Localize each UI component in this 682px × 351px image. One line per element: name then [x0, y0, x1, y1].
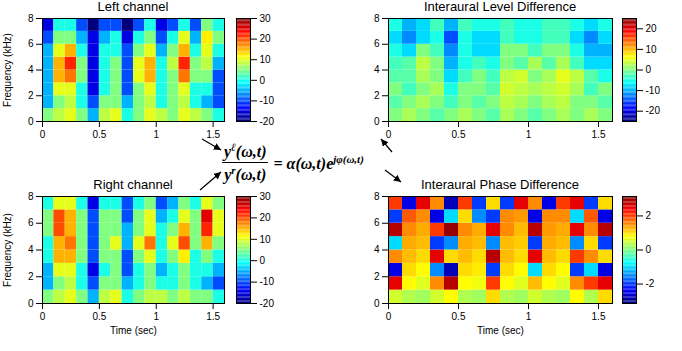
svg-text:0: 0: [260, 75, 266, 86]
svg-text:-20: -20: [646, 105, 661, 116]
svg-text:0: 0: [386, 129, 392, 139]
svg-text:1.5: 1.5: [206, 129, 220, 139]
svg-text:6: 6: [28, 217, 34, 228]
svg-text:0: 0: [646, 64, 652, 75]
svg-text:Frequency (kHz): Frequency (kHz): [2, 213, 13, 287]
svg-text:1.5: 1.5: [592, 311, 606, 322]
html-text:yr(ω,t): yr(ω,t): [224, 164, 267, 184]
svg-text:1.5: 1.5: [206, 311, 220, 322]
svg-text:0: 0: [28, 298, 34, 309]
html-text:= α(ω,t)ejφ(ω,t): = α(ω,t)ejφ(ω,t): [273, 152, 364, 172]
svg-text:2: 2: [374, 271, 380, 282]
html-text:Interaural Level Difference: Interaural Level Difference: [423, 0, 577, 14]
svg-text:10: 10: [260, 234, 272, 245]
svg-text:Time (sec): Time (sec): [110, 325, 157, 336]
svg-text:0: 0: [374, 298, 380, 309]
svg-text:20: 20: [260, 212, 272, 223]
svg-text:0.5: 0.5: [452, 311, 466, 322]
svg-text:1: 1: [153, 311, 159, 322]
svg-text:-20: -20: [260, 298, 275, 309]
svg-text:Time (sec): Time (sec): [477, 325, 524, 336]
svg-text:4: 4: [374, 64, 380, 75]
svg-text:0: 0: [386, 311, 392, 322]
svg-text:2: 2: [374, 90, 380, 101]
svg-text:8: 8: [28, 14, 34, 24]
svg-text:10: 10: [646, 44, 658, 55]
svg-text:-20: -20: [260, 116, 275, 127]
html-text:Right channel: Right channel: [93, 177, 173, 192]
svg-text:0.5: 0.5: [452, 129, 466, 139]
svg-text:Frequency (kHz): Frequency (kHz): [2, 33, 13, 107]
svg-text:1: 1: [526, 311, 532, 322]
svg-text:4: 4: [28, 64, 34, 75]
svg-text:8: 8: [28, 192, 34, 202]
svg-text:-10: -10: [646, 85, 661, 96]
html-text:Interaural Phase Difference: Interaural Phase Difference: [421, 177, 579, 192]
svg-text:4: 4: [374, 244, 380, 255]
svg-text:2: 2: [646, 210, 652, 221]
html-text:Left channel: Left channel: [97, 0, 169, 14]
svg-text:1.5: 1.5: [592, 129, 606, 139]
svg-text:30: 30: [260, 192, 272, 202]
svg-text:20: 20: [260, 33, 272, 44]
svg-text:0: 0: [646, 244, 652, 255]
svg-text:6: 6: [374, 217, 380, 228]
svg-text:1: 1: [526, 129, 532, 139]
svg-text:-10: -10: [260, 276, 275, 287]
svg-text:10: 10: [260, 54, 272, 65]
svg-text:-10: -10: [260, 95, 275, 106]
svg-text:0: 0: [374, 116, 380, 127]
svg-text:0: 0: [28, 116, 34, 127]
svg-text:6: 6: [28, 38, 34, 49]
svg-text:4: 4: [28, 244, 34, 255]
svg-text:8: 8: [374, 192, 380, 202]
svg-text:0: 0: [260, 255, 266, 266]
svg-text:8: 8: [374, 14, 380, 24]
svg-text:0.5: 0.5: [92, 129, 106, 139]
svg-text:0.5: 0.5: [92, 311, 106, 322]
svg-text:20: 20: [646, 23, 658, 34]
svg-text:1: 1: [153, 129, 159, 139]
svg-text:2: 2: [28, 271, 34, 282]
svg-text:-2: -2: [646, 278, 655, 289]
svg-text:2: 2: [28, 90, 34, 101]
svg-text:30: 30: [260, 14, 272, 24]
html-text:yℓ(ω,t): yℓ(ω,t): [224, 141, 267, 161]
svg-text:0: 0: [40, 129, 46, 139]
svg-text:0: 0: [40, 311, 46, 322]
svg-text:6: 6: [374, 38, 380, 49]
